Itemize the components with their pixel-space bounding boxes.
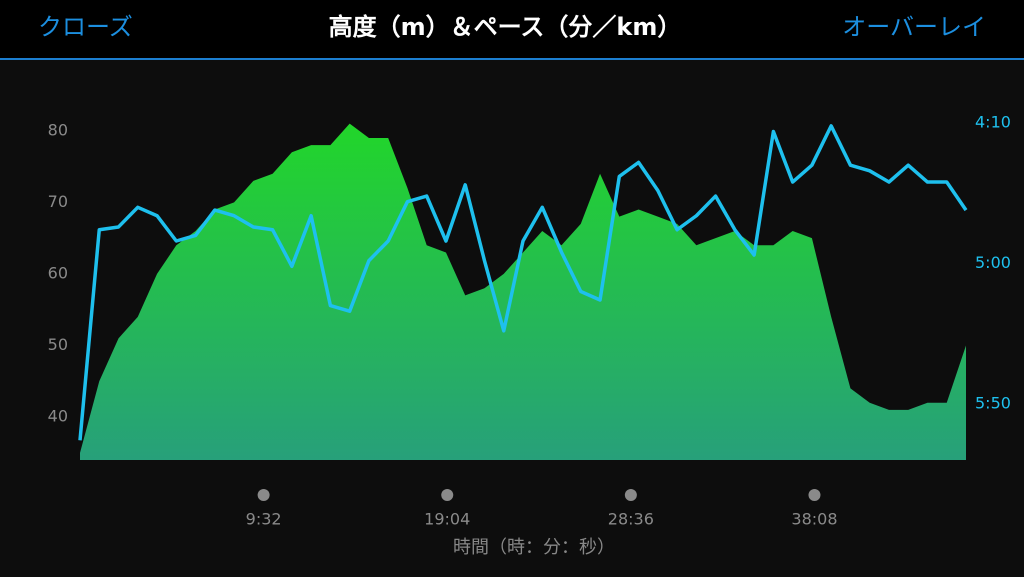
y2-tick-label: 4:10 <box>975 113 1011 132</box>
plot: 40 50 60 70 80 4:10 5:00 5:50 9:32 19:04 28:36 38:0… <box>48 113 1011 529</box>
y-tick-label: 70 <box>48 192 68 211</box>
x-tick-dot <box>441 489 454 501</box>
x-tick-dot <box>257 489 270 501</box>
y-tick-label: 40 <box>48 407 68 426</box>
x-tick-label: 19:04 <box>424 510 470 529</box>
close-button[interactable]: クローズ <box>38 13 133 41</box>
pace-line <box>78 124 968 441</box>
y-tick-label: 50 <box>48 335 68 354</box>
x-tick-dot <box>808 489 821 501</box>
y2-tick-label: 5:50 <box>975 393 1011 412</box>
overlay-button[interactable]: オーバーレイ <box>842 13 986 41</box>
header-bar <box>0 0 1024 58</box>
x-tick-dot <box>624 489 637 501</box>
elevation-area <box>80 123 966 461</box>
screen-title: 高度（m）＆ペース（分／km） <box>329 13 682 41</box>
x-tick-label: 38:08 <box>791 510 837 529</box>
x-tick-label: 28:36 <box>608 510 654 529</box>
y2-tick-label: 5:00 <box>975 253 1011 272</box>
y-tick-label: 80 <box>48 120 68 139</box>
x-axis-label: 時間（時：分：秒） <box>453 537 615 558</box>
y-tick-label: 60 <box>48 263 68 282</box>
x-tick-label: 9:32 <box>246 510 282 529</box>
